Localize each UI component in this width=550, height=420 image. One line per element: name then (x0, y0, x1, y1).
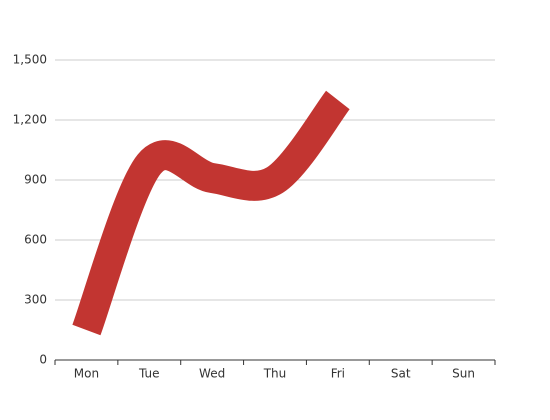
y-tick-label: 600 (24, 233, 47, 247)
y-tick-label: 300 (24, 293, 47, 307)
x-tick-label: Wed (199, 367, 225, 381)
y-tick-label: 0 (39, 353, 47, 367)
y-tick-label: 1,500 (13, 53, 47, 67)
x-tick-label: Mon (74, 367, 99, 381)
x-tick-label: Sat (391, 367, 411, 381)
x-tick-label: Thu (263, 367, 287, 381)
line (72, 90, 350, 336)
x-tick-label: Fri (331, 367, 345, 381)
x-tick-label: Sun (452, 367, 475, 381)
y-tick-label: 900 (24, 173, 47, 187)
y-tick-label: 1,200 (13, 113, 47, 127)
x-tick-label: Tue (138, 367, 160, 381)
